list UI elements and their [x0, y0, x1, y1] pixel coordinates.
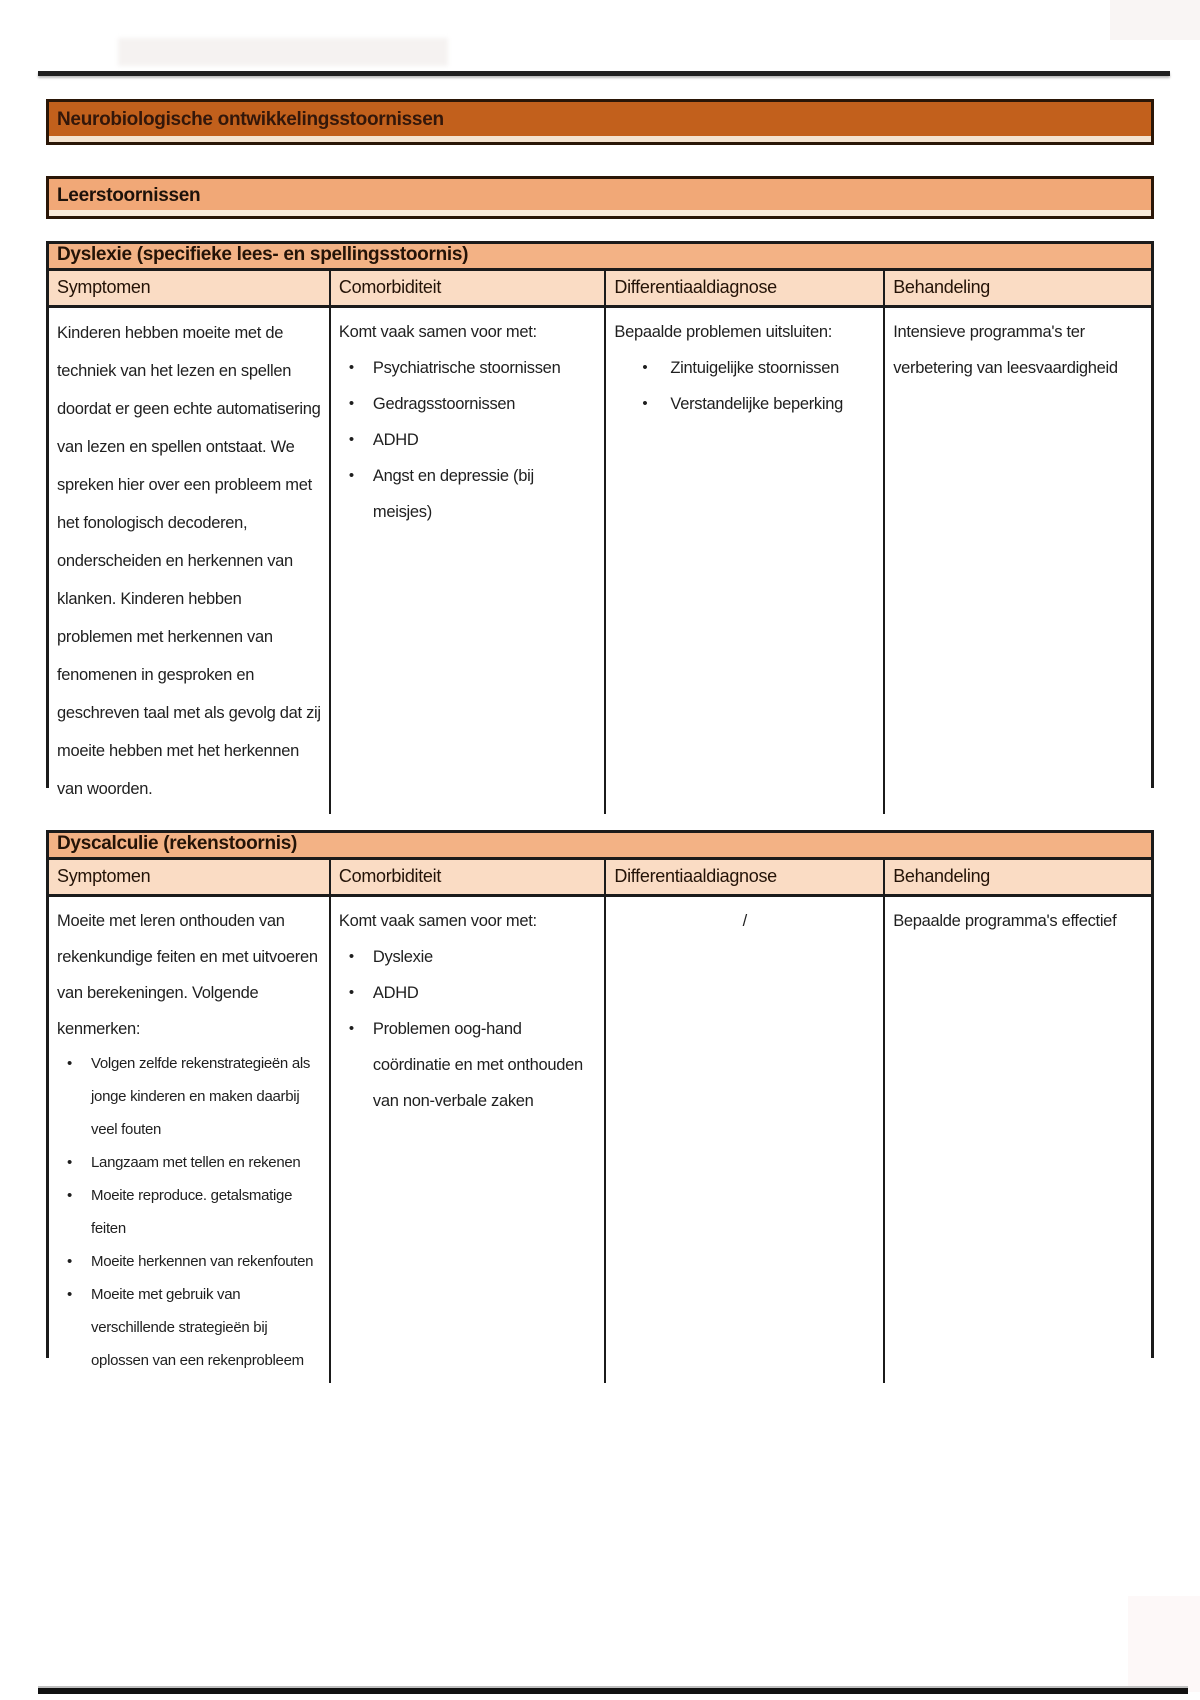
bullet-icon: • [67, 1055, 72, 1072]
faded-watermark [118, 38, 448, 66]
column-header-comorbiditeit: Comorbiditeit [328, 860, 605, 894]
column-header-comorbiditeit: Comorbiditeit [328, 271, 605, 305]
bullet-icon: • [348, 359, 354, 376]
column-header-behandeling: Behandeling [883, 271, 1151, 305]
bullet-list: • Volgen zelfde rekenstrategieën als jong… [57, 1047, 321, 1377]
list-item-text: Moeite herkennen van rekenfouten [91, 1253, 314, 1270]
bullet-list: • Psychiatrische stoornissen • Gedragsstoo… [339, 350, 597, 530]
table-header-row: Symptomen Comorbiditeit Differentiaaldia… [49, 271, 1151, 308]
list-item-text: Moeite reproduce. getalsmatige feiten [91, 1187, 293, 1237]
table-title: Dyscalculie (rekenstoornis) [49, 833, 1151, 860]
bullet-icon: • [348, 467, 354, 484]
column-header-symptomen: Symptomen [57, 865, 151, 886]
main-heading-bar: Neurobiologische ontwikkelingsstoornisse… [46, 99, 1154, 145]
list-item: • Psychiatrische stoornissen [339, 350, 597, 386]
bullet-icon: • [348, 948, 354, 965]
bullet-icon: • [348, 1020, 354, 1037]
bullet-icon: • [642, 359, 648, 376]
bullet-icon: • [67, 1154, 72, 1171]
bullet-icon: • [348, 395, 354, 412]
bullet-list: • Dyslexie • ADHD • Problemen oog-hand coör… [339, 939, 597, 1119]
list-item: • Verstandelijke beperking [614, 386, 875, 422]
list-item: • Gedragsstoornissen [339, 386, 597, 422]
faded-watermark [1110, 0, 1200, 40]
main-heading: Neurobiologische ontwikkelingsstoornisse… [57, 109, 444, 130]
list-item: • Moeite herkennen van rekenfouten [57, 1245, 321, 1278]
list-item: • Angst en depressie (bij meisjes) [339, 458, 597, 530]
list-item-text: Moeite met gebruik van verschillende str… [91, 1286, 304, 1369]
list-item-text: Gedragsstoornissen [372, 395, 516, 413]
table-body-row: Kinderen hebben moeite met de techniek v… [49, 308, 1151, 814]
section-heading: Leerstoornissen [57, 184, 201, 206]
cell-text: Intensieve programma's ter verbetering v… [893, 323, 1118, 377]
bottom-divider [38, 1688, 1188, 1694]
cell-text: Kinderen hebben moeite met de techniek v… [57, 324, 321, 798]
list-item-text: Dyslexie [372, 948, 433, 966]
dyscalculie-table: Dyscalculie (rekenstoornis) Symptomen Co… [46, 830, 1154, 1383]
column-header-differentiaaldiagnose: Differentiaaldiagnose [604, 860, 883, 894]
symptomen-cell: Kinderen hebben moeite met de techniek v… [49, 308, 329, 814]
list-item-text: Verstandelijke beperking [670, 395, 843, 413]
column-header-differentiaaldiagnose: Differentiaaldiagnose [604, 271, 883, 305]
table-header-row: Symptomen Comorbiditeit Differentiaaldia… [49, 860, 1151, 897]
column-header-symptomen: Symptomen [57, 276, 151, 297]
differentiaaldiagnose-cell: / [604, 897, 883, 1383]
list-item-text: Langzaam met tellen en rekenen [91, 1154, 301, 1171]
bullet-icon: • [348, 984, 354, 1001]
list-item: • Dyslexie [339, 939, 597, 975]
behandeling-cell: Bepaalde programma's effectief [883, 897, 1151, 1383]
list-item: • Moeite reproduce. getalsmatige feiten [57, 1179, 321, 1245]
list-item: • ADHD [339, 422, 597, 458]
comorbiditeit-cell: Komt vaak samen voor met: • Psychiatrisch… [328, 308, 605, 814]
cell-text: / [742, 912, 748, 930]
behandeling-cell: Intensieve programma's ter verbetering v… [883, 308, 1151, 814]
list-item-text: Zintuigelijke stoornissen [670, 359, 839, 377]
cell-intro: Bepaalde problemen uitsluiten: [614, 323, 832, 341]
cell-intro: Komt vaak samen voor met: [338, 912, 537, 930]
comorbiditeit-cell: Komt vaak samen voor met: • Dyslexie • ADH… [328, 897, 605, 1383]
list-item: • ADHD [339, 975, 597, 1011]
list-item: • Zintuigelijke stoornissen [614, 350, 875, 386]
cell-text: Bepaalde programma's effectief [893, 912, 1117, 930]
cell-intro: Komt vaak samen voor met: [338, 323, 537, 341]
list-item-text: Volgen zelfde rekenstrategieën als jonge… [91, 1055, 311, 1138]
list-item-text: Problemen oog-hand coördinatie en met on… [372, 1020, 583, 1110]
list-item: • Langzaam met tellen en rekenen [57, 1146, 321, 1179]
list-item-text: ADHD [372, 984, 419, 1002]
symptomen-cell: Moeite met leren onthouden van rekenkund… [49, 897, 329, 1383]
list-item-text: ADHD [372, 431, 419, 449]
list-item: • Problemen oog-hand coördinatie en met o… [339, 1011, 597, 1119]
bullet-icon: • [348, 431, 354, 448]
bullet-icon: • [67, 1286, 72, 1303]
bullet-icon: • [642, 395, 648, 412]
list-item-text: Angst en depressie (bij meisjes) [372, 467, 534, 521]
faded-watermark [1128, 1596, 1200, 1692]
column-header-behandeling: Behandeling [883, 860, 1151, 894]
list-item: • Volgen zelfde rekenstrategieën als jong… [57, 1047, 321, 1146]
list-item-text: Psychiatrische stoornissen [372, 359, 561, 377]
cell-intro: Moeite met leren onthouden van rekenkund… [57, 912, 318, 1038]
bullet-icon: • [67, 1253, 72, 1270]
bullet-icon: • [67, 1187, 72, 1204]
bullet-list: • Zintuigelijke stoornissen • Verstandelij… [614, 350, 875, 422]
table-title: Dyslexie (specifieke lees- en spellingss… [49, 244, 1151, 271]
section-heading-bar: Leerstoornissen [46, 176, 1154, 219]
dyslexie-table: Dyslexie (specifieke lees- en spellingss… [46, 241, 1154, 814]
list-item: • Moeite met gebruik van verschillende st… [57, 1278, 321, 1377]
differentiaaldiagnose-cell: Bepaalde problemen uitsluiten: • Zintuige… [604, 308, 883, 814]
top-divider [38, 71, 1170, 76]
table-body-row: Moeite met leren onthouden van rekenkund… [49, 897, 1151, 1383]
